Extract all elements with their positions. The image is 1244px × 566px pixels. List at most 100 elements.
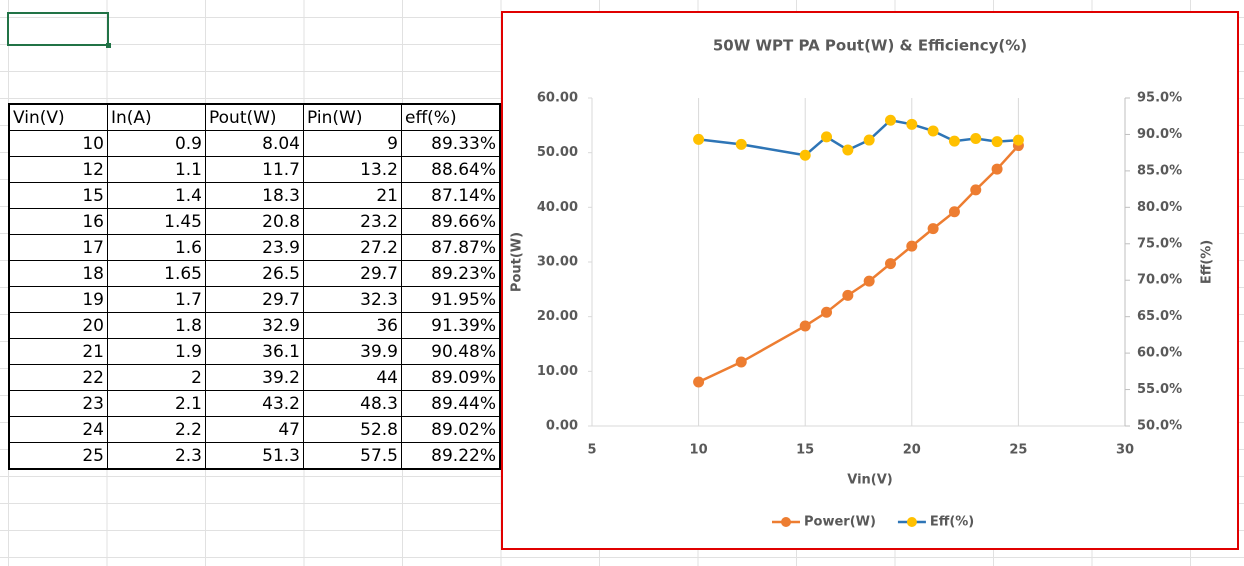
table-row: Vin(V) In(A) Pout(W) Pin(W) eff(%) (8, 103, 501, 131)
y2-tick-label: 50.0% (1137, 419, 1182, 434)
y2-tick-label: 65.0% (1137, 309, 1182, 324)
y-tick-label: 20.00 (537, 309, 578, 324)
table-row: 15 1.4 18.3 21 87.14% (8, 182, 501, 209)
data-point (693, 133, 705, 145)
table-cell[interactable]: Pin(W) (303, 103, 402, 131)
table-cell[interactable]: 2.2 (107, 416, 206, 443)
table-cell[interactable]: 48.3 (303, 390, 402, 417)
table-row: 10 0.9 8.04 9 89.33% (8, 130, 501, 157)
table-cell[interactable]: 23.2 (303, 208, 402, 235)
table-cell[interactable]: 91.95% (401, 286, 501, 313)
x-tick-label: 15 (796, 443, 814, 458)
table-cell[interactable]: 8.04 (205, 130, 304, 157)
data-point (863, 134, 875, 146)
y2-tick-label: 60.0% (1137, 346, 1182, 361)
table-cell[interactable]: 1.8 (107, 312, 206, 339)
table-cell[interactable]: eff(%) (401, 103, 501, 131)
table-row: 16 1.45 20.8 23.2 89.66% (8, 208, 501, 235)
x-tick-label: 25 (1009, 443, 1027, 458)
table-cell[interactable]: 44 (303, 364, 402, 391)
table-cell[interactable]: 18.3 (205, 182, 304, 209)
data-point (991, 136, 1003, 148)
x-tick-label: 20 (903, 443, 921, 458)
table-row: 24 2.2 47 52.8 89.02% (8, 416, 501, 443)
y-tick-label: 10.00 (537, 364, 578, 379)
x-axis-title: Vin(V) (847, 473, 893, 488)
legend-label: Power(W) (804, 515, 876, 530)
table-row: 23 2.1 43.2 48.3 89.44% (8, 390, 501, 417)
data-point (927, 223, 939, 235)
table-cell[interactable]: 89.23% (401, 260, 501, 287)
table-row: 22 2 39.2 44 89.09% (8, 364, 501, 391)
table-cell[interactable]: 26.5 (205, 260, 304, 287)
table-cell[interactable]: 19 (8, 286, 108, 313)
data-point (884, 114, 896, 126)
table-cell[interactable]: 16 (8, 208, 108, 235)
table-cell[interactable]: 9 (303, 130, 402, 157)
table-cell[interactable]: 47 (205, 416, 304, 443)
table-cell[interactable]: 11.7 (205, 156, 304, 183)
table-cell[interactable]: 1.9 (107, 338, 206, 365)
data-point (970, 184, 982, 196)
data-point (906, 118, 918, 130)
data-point (863, 275, 875, 287)
table-cell[interactable]: 39.9 (303, 338, 402, 365)
table-cell[interactable]: 29.7 (303, 260, 402, 287)
table-cell[interactable]: 51.3 (205, 442, 304, 470)
table-cell[interactable]: Vin(V) (8, 103, 108, 131)
y-tick-label: 60.00 (537, 91, 578, 106)
y2-tick-label: 75.0% (1137, 236, 1182, 251)
table-cell[interactable]: 18 (8, 260, 108, 287)
data-point (821, 131, 833, 143)
x-tick-label: 10 (690, 443, 708, 458)
table-cell[interactable]: 57.5 (303, 442, 402, 470)
chart-title: 50W WPT PA Pout(W) & Efficiency(%) (713, 37, 1027, 55)
table-cell[interactable]: 36 (303, 312, 402, 339)
data-point (948, 206, 960, 218)
table-cell[interactable]: 89.09% (401, 364, 501, 391)
data-point (906, 240, 918, 252)
y2-tick-label: 95.0% (1137, 91, 1182, 106)
table-cell[interactable]: 32.3 (303, 286, 402, 313)
legend-label: Eff(%) (930, 515, 974, 530)
table-cell[interactable]: 89.33% (401, 130, 501, 157)
table-cell[interactable]: 87.87% (401, 234, 501, 261)
table-cell[interactable]: 21 (303, 182, 402, 209)
y2-axis-title: Eff(%) (1200, 240, 1215, 284)
table-cell[interactable]: 29.7 (205, 286, 304, 313)
data-point (884, 258, 896, 270)
y2-tick-label: 70.0% (1137, 273, 1182, 288)
table-cell[interactable]: 89.22% (401, 442, 501, 470)
table-cell[interactable]: 91.39% (401, 312, 501, 339)
table-cell[interactable]: 2 (107, 364, 206, 391)
data-point (927, 125, 939, 137)
table-cell[interactable]: 25 (8, 442, 108, 470)
table-cell[interactable]: 89.02% (401, 416, 501, 443)
table-cell[interactable]: 1.65 (107, 260, 206, 287)
data-point (693, 376, 705, 388)
legend-marker (906, 517, 917, 527)
data-point (821, 306, 833, 318)
table-row: 21 1.9 36.1 39.9 90.48% (8, 338, 501, 365)
table-cell[interactable]: 21 (8, 338, 108, 365)
y-tick-label: 30.00 (537, 255, 578, 270)
table-cell[interactable]: 20 (8, 312, 108, 339)
table-cell[interactable]: In(A) (107, 103, 206, 131)
y2-tick-label: 85.0% (1137, 163, 1182, 178)
y2-tick-label: 90.0% (1137, 127, 1182, 142)
selected-cell[interactable] (7, 12, 111, 48)
table-row: 20 1.8 32.9 36 91.39% (8, 312, 501, 339)
table-cell[interactable]: 90.48% (401, 338, 501, 365)
data-point (842, 144, 854, 156)
table-cell[interactable]: 22 (8, 364, 108, 391)
table-cell[interactable]: 10 (8, 130, 108, 157)
data-point (799, 149, 811, 161)
data-point (735, 356, 747, 368)
table-cell[interactable]: 88.64% (401, 156, 501, 183)
table-cell[interactable]: 52.8 (303, 416, 402, 443)
table-cell[interactable]: 15 (8, 182, 108, 209)
table-cell[interactable]: 23.9 (205, 234, 304, 261)
legend-marker (781, 517, 791, 527)
